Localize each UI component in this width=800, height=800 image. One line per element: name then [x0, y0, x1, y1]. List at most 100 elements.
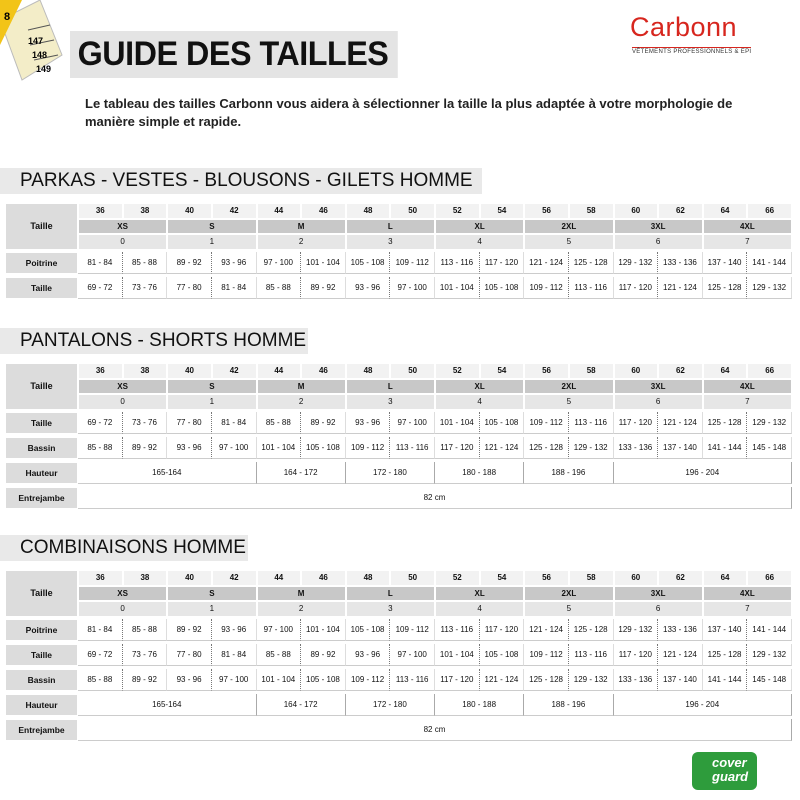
size-value: 125 - 128: [524, 436, 569, 459]
size-number: 36: [78, 363, 123, 379]
size-value: 125 - 128: [702, 643, 748, 666]
row-label: Bassin: [5, 668, 78, 691]
size-number: 46: [301, 570, 346, 586]
size-value: 101 - 104: [435, 411, 480, 434]
size-value: 117 - 120: [435, 668, 480, 691]
size-value: 121 - 124: [524, 618, 569, 641]
size-value: 196 - 204: [613, 693, 792, 716]
size-value: 109 - 112: [524, 411, 569, 434]
size-value: 89 - 92: [301, 643, 346, 666]
size-letter: L: [345, 218, 435, 234]
size-number: 54: [479, 570, 525, 586]
size-letter: 3XL: [613, 218, 703, 234]
size-value: 97 - 100: [256, 251, 302, 274]
size-value: 85 - 88: [122, 251, 168, 274]
size-group: 2: [256, 394, 346, 410]
size-value: 129 - 132: [747, 643, 792, 666]
size-value: 129 - 132: [747, 276, 792, 299]
size-value: 89 - 92: [122, 436, 168, 459]
logo: Carbonn: [630, 12, 737, 43]
size-value: 164 - 172: [256, 693, 346, 716]
size-value: 121 - 124: [479, 668, 525, 691]
size-value: 125 - 128: [568, 251, 614, 274]
size-number: 66: [747, 203, 792, 219]
size-value: 85 - 88: [122, 618, 168, 641]
size-value: 109 - 112: [390, 618, 435, 641]
footer-logo-text: cover: [712, 755, 747, 770]
size-group: 7: [702, 394, 792, 410]
row-label: Taille: [5, 643, 78, 666]
size-group: 0: [78, 601, 168, 617]
size-value: 113 - 116: [435, 618, 480, 641]
size-letter: 3XL: [613, 378, 703, 394]
size-value: 172 - 180: [345, 693, 435, 716]
size-value: 129 - 132: [568, 668, 614, 691]
size-number: 58: [568, 363, 614, 379]
size-value: 97 - 100: [211, 668, 257, 691]
size-value: 101 - 104: [256, 668, 302, 691]
size-value: 133 - 136: [613, 668, 659, 691]
row-label: Hauteur: [5, 693, 78, 716]
size-value: 101 - 104: [435, 276, 480, 299]
size-value: 69 - 72: [78, 276, 123, 299]
size-value: 89 - 92: [301, 276, 346, 299]
size-value: 89 - 92: [301, 411, 346, 434]
size-number: 60: [613, 363, 659, 379]
size-group: 2: [256, 234, 346, 250]
size-value: 73 - 76: [122, 411, 168, 434]
size-value: 93 - 96: [167, 436, 212, 459]
size-value: 125 - 128: [702, 411, 748, 434]
page-title: GUIDE DES TAILLES: [70, 31, 398, 78]
size-letter: L: [345, 378, 435, 394]
size-value: 81 - 84: [211, 411, 257, 434]
size-value: 69 - 72: [78, 643, 123, 666]
size-number: 36: [78, 570, 123, 586]
size-value: 81 - 84: [211, 276, 257, 299]
size-value: 73 - 76: [122, 276, 168, 299]
size-value: 180 - 188: [435, 693, 525, 716]
size-value: 133 - 136: [613, 436, 659, 459]
size-value: 141 - 144: [747, 618, 792, 641]
size-value: 164 - 172: [256, 461, 346, 484]
size-number: 62: [658, 570, 703, 586]
size-value: 77 - 80: [167, 411, 212, 434]
size-value: 97 - 100: [390, 411, 435, 434]
tape-number: 147: [28, 36, 43, 46]
size-letter: 2XL: [524, 218, 614, 234]
size-number: 36: [78, 203, 123, 219]
size-number: 64: [702, 363, 748, 379]
size-value: 105 - 108: [479, 411, 525, 434]
size-group: 5: [524, 394, 614, 410]
size-letter: XS: [78, 585, 168, 601]
size-letter: XL: [435, 378, 525, 394]
size-value: 117 - 120: [479, 251, 525, 274]
size-group: 0: [78, 394, 168, 410]
row-label: Poitrine: [5, 618, 78, 641]
size-group: 4: [435, 601, 525, 617]
size-value: 89 - 92: [167, 251, 212, 274]
size-number: 50: [390, 570, 435, 586]
size-value: 97 - 100: [390, 643, 435, 666]
size-value: 180 - 188: [435, 461, 525, 484]
row-label: Taille: [5, 276, 78, 299]
size-value: 141 - 144: [747, 251, 792, 274]
size-value: 85 - 88: [256, 276, 302, 299]
size-number: 62: [658, 363, 703, 379]
size-value: 113 - 116: [435, 251, 480, 274]
size-value: 117 - 120: [613, 411, 659, 434]
size-value: 109 - 112: [524, 643, 569, 666]
footer-logo: cover guard: [692, 752, 757, 790]
size-value: 113 - 116: [568, 411, 614, 434]
size-value: 137 - 140: [702, 618, 748, 641]
size-letter: XS: [78, 378, 168, 394]
size-letter: S: [167, 218, 257, 234]
size-number: 66: [747, 570, 792, 586]
size-value: 165-164: [78, 461, 257, 484]
size-value: 101 - 104: [301, 618, 346, 641]
footer-logo-text: guard: [712, 769, 749, 784]
size-number: 66: [747, 363, 792, 379]
size-number: 50: [390, 203, 435, 219]
size-value: 105 - 108: [345, 251, 391, 274]
size-label: Taille: [5, 203, 78, 250]
size-group: 6: [613, 601, 703, 617]
